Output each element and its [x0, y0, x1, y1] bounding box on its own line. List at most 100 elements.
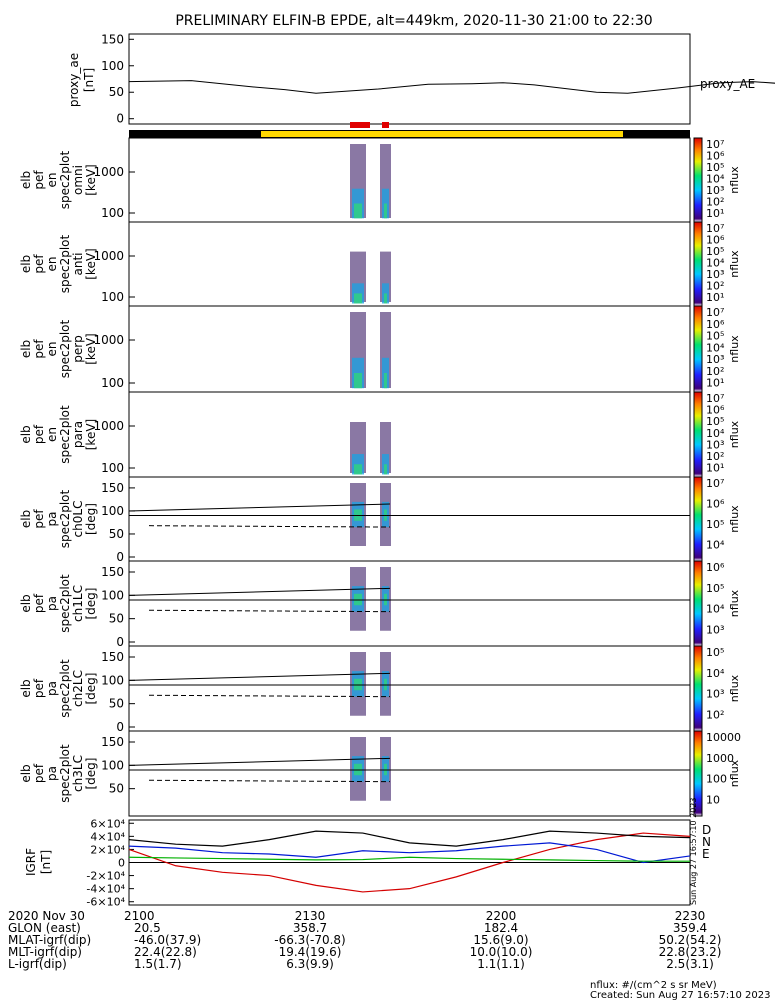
loss-cone-line: [148, 609, 391, 613]
panel-ytick-label: 100: [101, 290, 124, 304]
colorbar-tick-label: 10³: [706, 688, 724, 701]
colorbar-tick-label: 10⁷: [706, 222, 724, 235]
orbit-row-value: 15.6(9.0): [473, 933, 528, 947]
panel-ylabel: elb: [19, 510, 33, 528]
colorbar-tick-label: 10⁴: [706, 539, 725, 552]
time-tick-label: 2200: [486, 909, 517, 923]
colorbar-tick-label: 10⁴: [706, 172, 725, 185]
igrf-legend-D: D: [702, 823, 711, 837]
colorbar-tick-label: 10⁶: [706, 149, 725, 162]
science-zone-marker: [350, 122, 370, 128]
proxy-ae-ylabel: proxy_ae: [67, 53, 81, 107]
colorbar-tick-label: 10⁶: [706, 561, 725, 574]
panel-ylabel: ch2LC: [71, 670, 85, 707]
orbit-bar-sunlit: [261, 131, 623, 137]
loss-cone-line: [148, 525, 391, 528]
flux-unit-note: nflux: #/(cm^2 s sr MeV): [590, 980, 717, 991]
panel-ylabel: spec2plot: [58, 489, 72, 548]
panel-ytick-label: 100: [101, 504, 124, 518]
panel-ylabel: pef: [32, 254, 46, 274]
colorbar-tick-label: 10⁶: [706, 498, 725, 511]
igrf-series-N: [128, 842, 691, 864]
spectrogram-panel-frame: [128, 560, 691, 647]
created-stamp: Created: Sun Aug 27 16:57:10 2023: [590, 990, 770, 1000]
orbit-row-value: -46.0(37.9): [134, 933, 201, 947]
flux-peak: [354, 293, 362, 304]
igrf-ytick-label: -2×10⁴: [86, 870, 125, 883]
panel-ylabel: spec2plot: [58, 319, 72, 378]
orbit-row-value: 6.3(9.9): [286, 957, 334, 971]
panel-ylabel: [keV]: [84, 333, 98, 364]
flux-pass: [380, 422, 391, 473]
panel-ytick-label: 100: [101, 376, 124, 390]
colorbar-tick-label: 10: [706, 793, 720, 806]
orbit-row-label: MLT-igrf(dip): [8, 945, 82, 959]
flux-peak: [354, 203, 362, 219]
panel-ylabel: elb: [19, 255, 33, 273]
loss-cone-anti-line: [128, 757, 391, 766]
spectrogram-panel-frame: [128, 476, 691, 562]
colorbar-tick-label: 10⁴: [706, 341, 725, 354]
colorbar-tick-label: 10¹: [706, 207, 724, 220]
colorbar-tick-label: 10²: [706, 708, 724, 721]
panel-ylabel: pa: [45, 766, 59, 781]
colorbar-label: nflux: [728, 250, 741, 278]
colorbar-tick-label: 10⁵: [706, 161, 724, 174]
colorbar-label: nflux: [728, 335, 741, 363]
panel-ylabel: pef: [32, 593, 46, 613]
loss-cone-line: [148, 779, 391, 783]
proxy-ae-line: [128, 80, 775, 94]
panel-ylabel: pef: [32, 763, 46, 783]
flux-peak: [384, 203, 387, 219]
panel-ylabel: para: [71, 421, 85, 448]
panel-ytick-label: 50: [109, 612, 124, 626]
proxy-ae-frame: [128, 33, 691, 125]
loss-cone-anti-line: [128, 503, 391, 512]
igrf-legend-N: N: [702, 835, 711, 849]
panel-ylabel: perp: [71, 335, 85, 363]
colorbar-tick-label: 10¹: [706, 291, 724, 304]
colorbar-tick-label: 10⁵: [706, 582, 724, 595]
orbit-row-label: GLON (east): [8, 921, 81, 935]
panel-ylabel: [keV]: [84, 164, 98, 195]
panel-ytick-label: 1000: [93, 333, 124, 347]
colorbar: [693, 221, 703, 307]
panel-ylabel: elb: [19, 764, 33, 782]
panel-ytick-label: 1000: [93, 165, 124, 179]
spectrogram-panel-frame: [128, 137, 691, 223]
panel-ytick-label: 0: [116, 550, 124, 564]
panel-ytick-label: 100: [101, 758, 124, 772]
orbit-row-value: 359.4: [673, 921, 707, 935]
spectrogram-panel-frame: [128, 730, 691, 817]
colorbar-tick-label: 10³: [706, 353, 724, 366]
panel-ytick-label: 150: [101, 481, 124, 495]
orbit-row-value: 1.1(1.1): [477, 957, 525, 971]
proxy-ae-ytick-label: 0: [116, 112, 124, 126]
panel-ylabel: spec2plot: [58, 150, 72, 209]
orbit-row-label: MLAT-igrf(dip): [8, 933, 91, 947]
colorbar-tick-label: 10³: [706, 184, 724, 197]
panel-ylabel: [deg]: [84, 503, 98, 535]
panel-ylabel: elb: [19, 594, 33, 612]
panel-ylabel: [deg]: [84, 673, 98, 705]
colorbar-tick-label: 10⁴: [706, 256, 725, 269]
panel-ytick-label: 50: [109, 697, 124, 711]
panel-ytick-label: 100: [101, 206, 124, 220]
panel-ylabel: spec2plot: [58, 574, 72, 633]
panel-ylabel: spec2plot: [58, 744, 72, 803]
colorbar-tick-label: 10²: [706, 365, 724, 378]
panel-ylabel: elb: [19, 340, 33, 358]
spectrogram-panel-frame: [128, 645, 691, 732]
panel-ytick-label: 1000: [93, 249, 124, 263]
igrf-ytick-label: 0: [118, 857, 125, 870]
orbit-row-value: 1.5(1.7): [134, 957, 182, 971]
proxy-ae-ytick-label: 150: [101, 32, 124, 46]
colorbar-label: nflux: [728, 674, 741, 702]
spectrogram-panel-frame: [128, 391, 691, 478]
panel-ytick-label: 0: [116, 635, 124, 649]
colorbar-tick-label: 1000: [706, 752, 734, 765]
flux-peak: [384, 464, 387, 475]
science-zone-marker: [382, 122, 389, 128]
panel-ylabel: en: [45, 342, 59, 357]
panel-ylabel: pef: [32, 678, 46, 698]
